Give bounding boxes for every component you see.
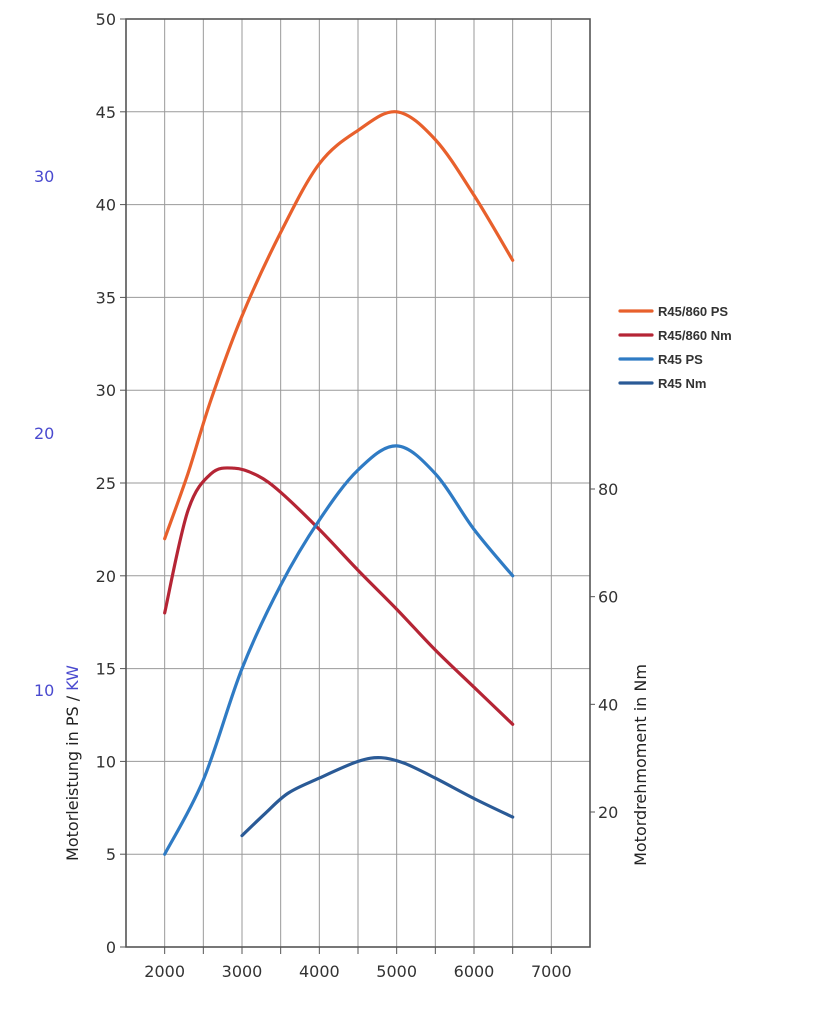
legend-label: R45 PS: [658, 352, 703, 367]
x-tick-label: 4000: [299, 962, 340, 981]
legend: R45/860 PS R45/860 Nm R45 PS R45 Nm: [618, 304, 732, 391]
legend-label: R45/860 PS: [658, 304, 728, 319]
y-tick-label: 15: [96, 660, 116, 679]
left-axis-title-ps: Motorleistung in PS /: [63, 691, 82, 861]
tick-labels: 2000 3000 4000 5000 6000 7000 0 5 10 15 20 25 30 35 40…: [34, 10, 618, 981]
right-tick-label: 20: [598, 803, 618, 822]
y-tick-label: 25: [96, 474, 116, 493]
legend-label: R45 Nm: [658, 376, 706, 391]
grid: [126, 19, 590, 947]
right-tick-label: 80: [598, 480, 618, 499]
legend-label: R45/860 Nm: [658, 328, 732, 343]
right-tick-label: 40: [598, 695, 618, 714]
series-line-r45-860-ps: [163, 110, 515, 541]
y-tick-label: 20: [96, 567, 116, 586]
y-tick-label: 45: [96, 103, 116, 122]
y-tick-label: 40: [96, 196, 116, 215]
right-axis-title: Motordrehmoment in Nm: [631, 664, 650, 866]
y-tick-label: 35: [96, 288, 116, 307]
right-tick-label: 60: [598, 588, 618, 607]
x-tick-label: 7000: [531, 962, 572, 981]
x-tick-label: 5000: [376, 962, 417, 981]
x-tick-label: 2000: [144, 962, 185, 981]
left-axis-title-kw: KW: [63, 665, 82, 691]
x-tick-label: 6000: [454, 962, 495, 981]
y-tick-label: 50: [96, 10, 116, 29]
y-tick-label: 5: [106, 845, 116, 864]
series-line-r45-nm: [240, 756, 515, 838]
left-axis-title: Motorleistung in PS / KW: [63, 665, 82, 861]
series-line-r45-860-nm: [163, 466, 515, 726]
y-tick-label: 30: [96, 381, 116, 400]
y-tick-label: 10: [96, 752, 116, 771]
kw-tick-label: 30: [34, 167, 54, 186]
series-layer: [163, 110, 515, 856]
y-tick-label: 0: [106, 938, 116, 957]
series-line-r45-ps: [163, 444, 515, 856]
x-tick-label: 3000: [222, 962, 263, 981]
kw-tick-label: 10: [34, 681, 54, 700]
kw-tick-label: 20: [34, 424, 54, 443]
